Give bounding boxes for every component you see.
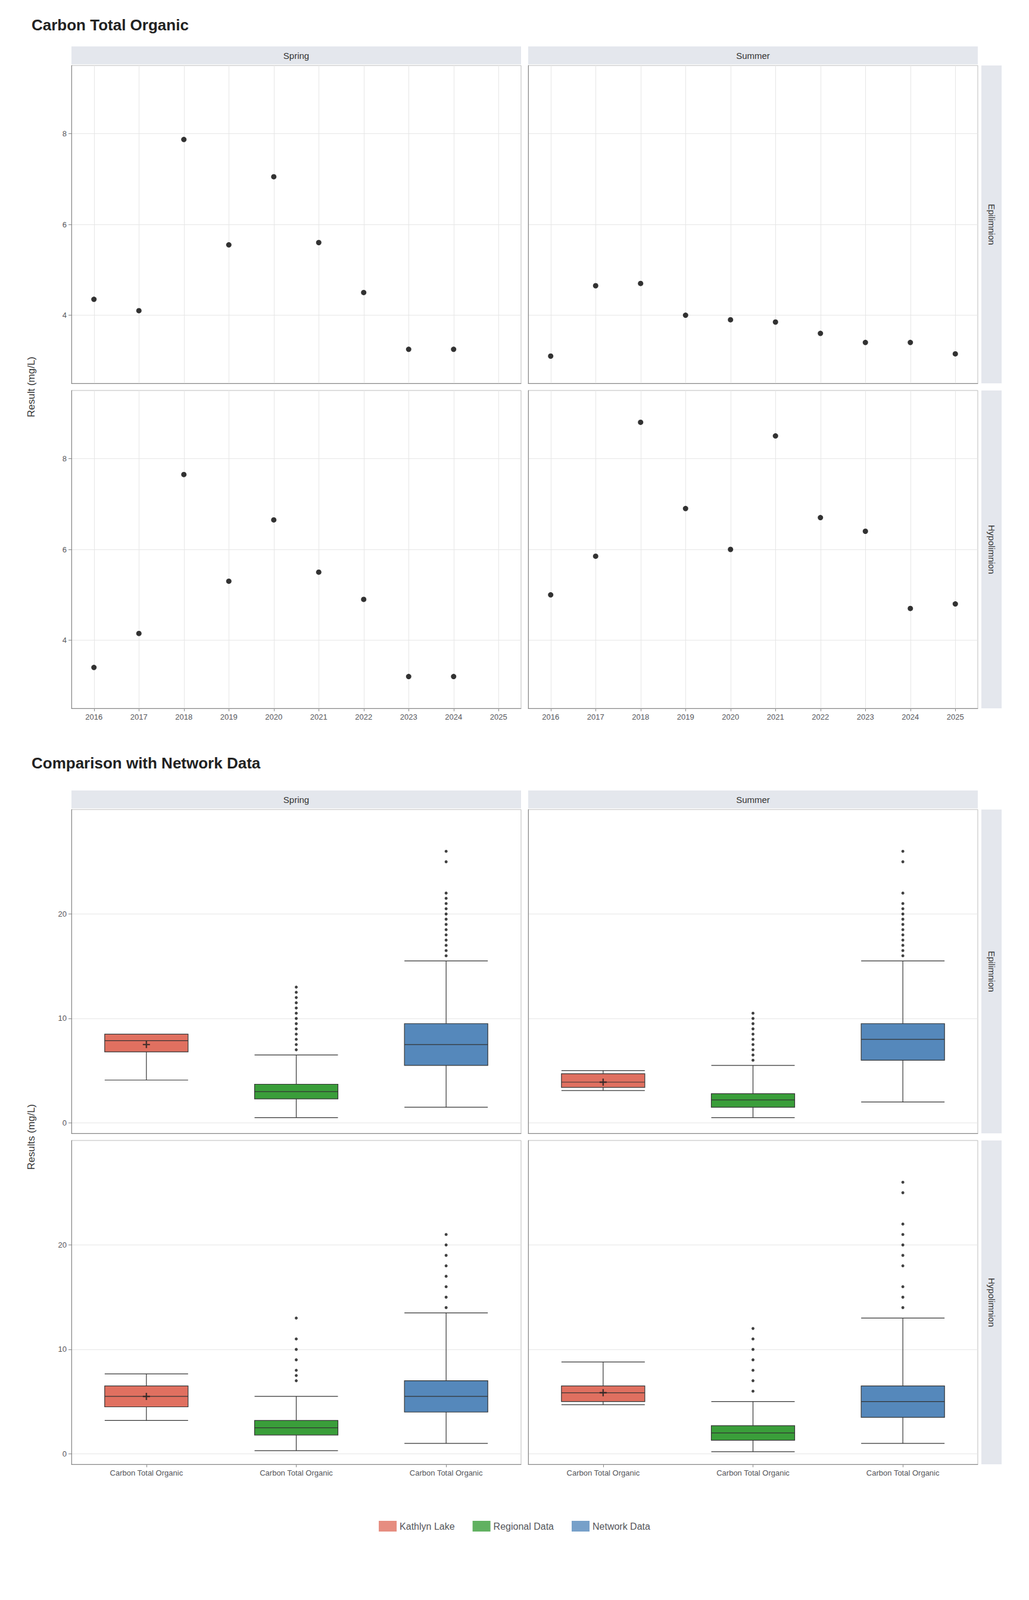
svg-text:10: 10 bbox=[58, 1345, 67, 1355]
svg-text:Epilimnion: Epilimnion bbox=[986, 203, 997, 245]
svg-text:2021: 2021 bbox=[310, 712, 328, 722]
svg-text:2023: 2023 bbox=[400, 712, 418, 722]
svg-text:2025: 2025 bbox=[490, 712, 508, 722]
svg-text:2020: 2020 bbox=[721, 712, 739, 722]
svg-text:Carbon Total Organic: Carbon Total Organic bbox=[259, 1469, 333, 1478]
svg-text:6: 6 bbox=[62, 545, 67, 555]
svg-text:2016: 2016 bbox=[541, 712, 560, 722]
svg-text:Carbon Total Organic: Carbon Total Organic bbox=[31, 16, 189, 34]
svg-text:2018: 2018 bbox=[631, 712, 650, 722]
svg-text:2024: 2024 bbox=[901, 712, 919, 722]
svg-text:2017: 2017 bbox=[587, 712, 605, 722]
svg-text:Hypolimnion: Hypolimnion bbox=[986, 1278, 997, 1328]
svg-text:8: 8 bbox=[62, 129, 67, 139]
svg-text:2016: 2016 bbox=[85, 712, 103, 722]
svg-text:2020: 2020 bbox=[264, 712, 283, 722]
svg-text:Summer: Summer bbox=[736, 794, 770, 806]
svg-text:Carbon Total Organic: Carbon Total Organic bbox=[566, 1469, 641, 1478]
svg-text:20: 20 bbox=[58, 1240, 67, 1250]
svg-text:Carbon Total Organic: Carbon Total Organic bbox=[409, 1469, 483, 1478]
svg-text:0: 0 bbox=[62, 1450, 67, 1459]
svg-text:Summer: Summer bbox=[736, 50, 770, 61]
svg-text:Epilimnion: Epilimnion bbox=[986, 950, 997, 993]
svg-text:2024: 2024 bbox=[444, 712, 463, 722]
svg-text:4: 4 bbox=[62, 635, 67, 645]
svg-text:10: 10 bbox=[58, 1014, 67, 1024]
svg-text:2022: 2022 bbox=[811, 712, 829, 722]
svg-text:Spring: Spring bbox=[283, 50, 310, 61]
svg-text:2021: 2021 bbox=[766, 712, 785, 722]
svg-text:Kathlyn Lake: Kathlyn Lake bbox=[399, 1522, 455, 1533]
svg-text:Result (mg/L): Result (mg/L) bbox=[25, 356, 37, 418]
svg-text:2022: 2022 bbox=[354, 712, 373, 722]
svg-text:Carbon Total Organic: Carbon Total Organic bbox=[716, 1469, 790, 1478]
svg-text:2019: 2019 bbox=[677, 712, 695, 722]
svg-text:2025: 2025 bbox=[946, 712, 965, 722]
svg-text:0: 0 bbox=[62, 1118, 67, 1128]
svg-text:Comparison with Network Data: Comparison with Network Data bbox=[31, 754, 261, 773]
svg-text:Carbon Total Organic: Carbon Total Organic bbox=[866, 1469, 940, 1478]
svg-text:4: 4 bbox=[62, 310, 67, 320]
svg-text:2017: 2017 bbox=[130, 712, 148, 722]
svg-text:6: 6 bbox=[62, 220, 67, 230]
svg-text:Network Data: Network Data bbox=[592, 1522, 651, 1533]
svg-text:Carbon Total Organic: Carbon Total Organic bbox=[110, 1469, 184, 1478]
svg-text:Hypolimnion: Hypolimnion bbox=[986, 525, 997, 575]
svg-text:Regional Data: Regional Data bbox=[493, 1522, 555, 1533]
svg-text:2018: 2018 bbox=[175, 712, 193, 722]
svg-text:20: 20 bbox=[58, 909, 67, 919]
svg-text:8: 8 bbox=[62, 454, 67, 464]
svg-text:2019: 2019 bbox=[220, 712, 238, 722]
svg-text:Spring: Spring bbox=[283, 794, 310, 806]
svg-text:2023: 2023 bbox=[856, 712, 875, 722]
svg-text:Results (mg/L): Results (mg/L) bbox=[25, 1104, 37, 1171]
